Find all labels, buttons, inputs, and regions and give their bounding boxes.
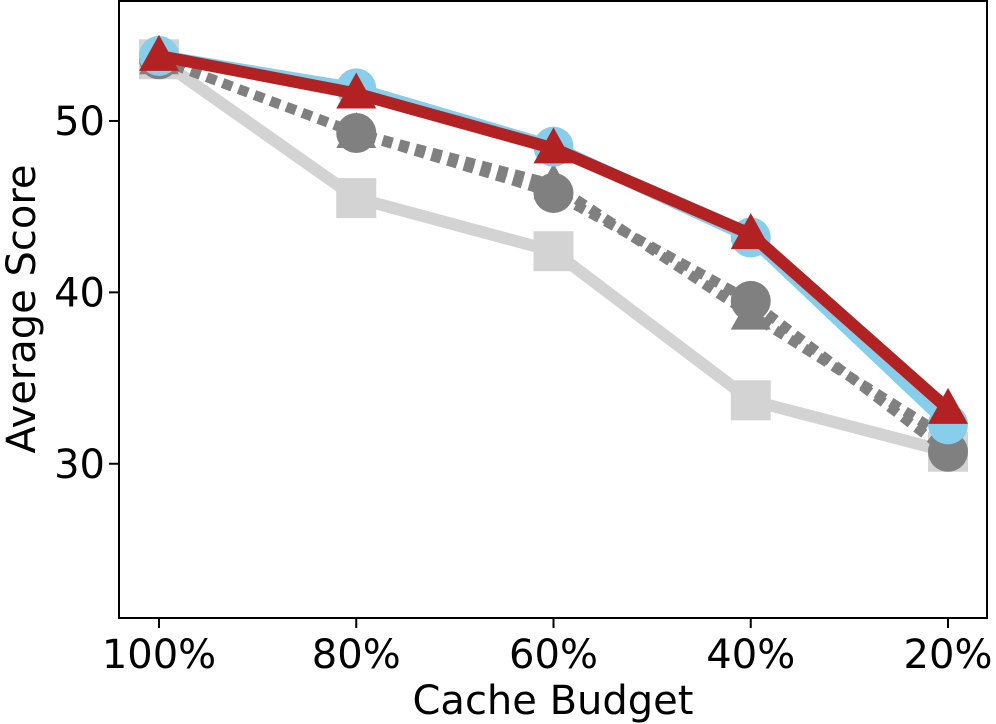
x-tick-label-1: 100%: [102, 632, 216, 678]
x-tick-label-4: 40%: [706, 632, 795, 678]
series-1-marker-3: [533, 231, 574, 272]
series-5-marker-1: [139, 34, 179, 71]
series-1-marker-4: [730, 380, 771, 421]
x-tick-label-3: 60%: [509, 632, 598, 678]
series-3-marker-3: [533, 163, 574, 200]
y-tick-label-3: 50: [54, 99, 105, 145]
series-5-marker-2: [336, 72, 377, 109]
series-1-marker-2: [336, 178, 377, 219]
plot-frame: [118, 0, 988, 619]
series-3-marker-2: [336, 111, 377, 148]
series-5: [139, 34, 968, 424]
ticks-layer: 100% 80% 60% 40% 20% 30 40 50: [54, 99, 992, 678]
y-tick-label-2: 40: [54, 270, 105, 316]
x-tick-label-5: 20%: [904, 632, 993, 678]
y-axis-label: Average Score: [0, 164, 45, 453]
x-axis-label: Cache Budget: [413, 678, 694, 724]
series-5-marker-5: [928, 387, 968, 424]
y-tick-label-1: 30: [54, 442, 105, 488]
series-layer: [139, 34, 968, 472]
x-tick-label-2: 80%: [312, 632, 401, 678]
series-5-marker-4: [730, 213, 771, 250]
series-1: [139, 39, 968, 472]
series-5-marker-3: [533, 127, 574, 164]
series-3-marker-4: [730, 293, 771, 330]
